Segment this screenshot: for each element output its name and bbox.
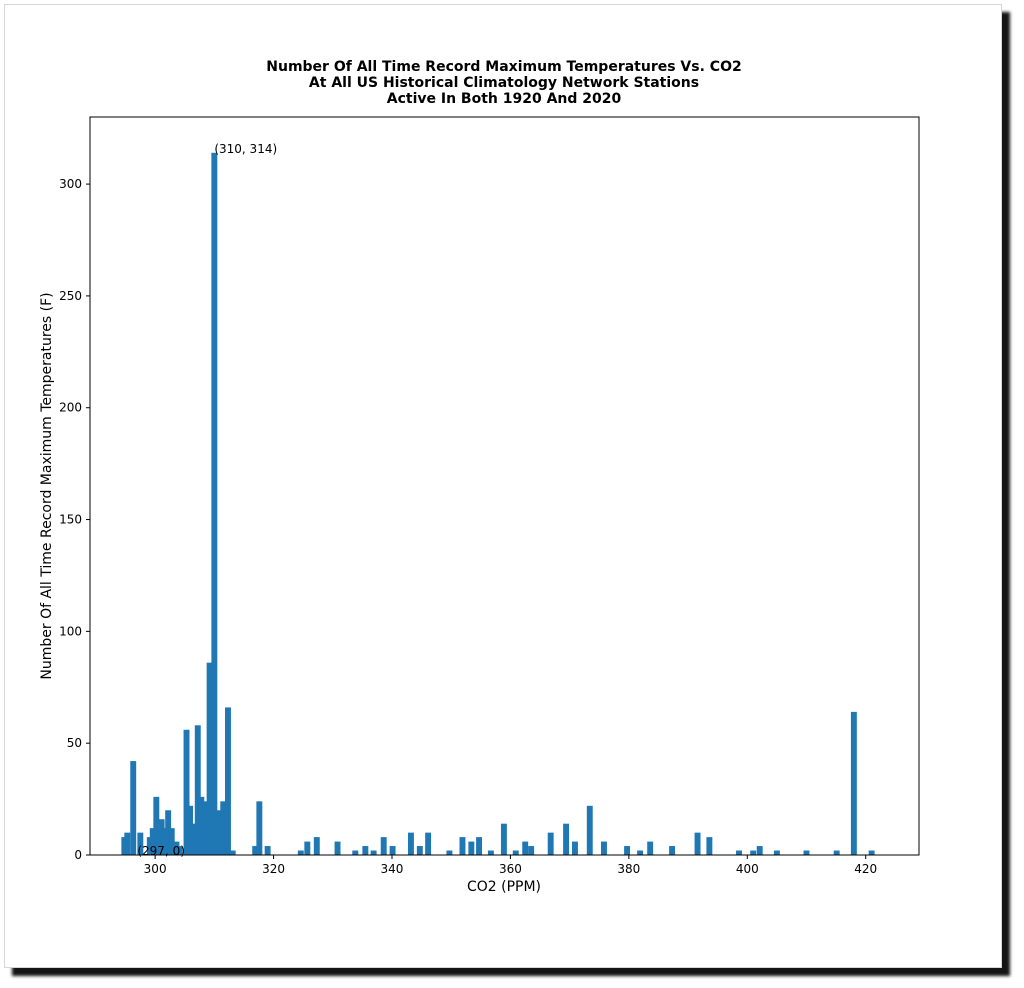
bar	[264, 846, 271, 855]
bar	[500, 823, 507, 855]
bar	[416, 846, 423, 855]
bar-series	[121, 152, 875, 855]
bar	[803, 850, 810, 855]
bar	[850, 711, 857, 855]
bar	[201, 801, 208, 855]
y-tick-label: 300	[59, 177, 82, 191]
bar	[124, 832, 131, 855]
x-tick-label: 320	[262, 862, 285, 876]
bar	[220, 801, 227, 855]
bar	[161, 828, 168, 855]
bar	[563, 823, 570, 855]
bar	[706, 837, 713, 855]
bar	[756, 846, 763, 855]
bar	[149, 828, 156, 855]
bar	[304, 841, 311, 855]
plot-area-frame	[89, 116, 920, 856]
bar	[586, 805, 593, 855]
bar	[313, 837, 320, 855]
bar	[833, 850, 840, 855]
bar	[868, 850, 875, 855]
bar	[407, 832, 414, 855]
x-tick-label: 340	[381, 862, 404, 876]
y-tick-label: 50	[67, 736, 82, 750]
bar	[165, 810, 172, 855]
bar	[252, 846, 259, 855]
bar	[225, 707, 231, 855]
bar	[215, 810, 222, 855]
y-tick-label: 250	[59, 289, 82, 303]
bar	[362, 846, 369, 855]
y-tick-label: 200	[59, 401, 82, 415]
x-tick-label: 420	[854, 862, 877, 876]
bar	[547, 832, 554, 855]
x-tick-label: 380	[617, 862, 640, 876]
bar	[297, 850, 304, 855]
bar	[750, 850, 757, 855]
bar	[370, 850, 377, 855]
bar	[476, 837, 482, 855]
bar	[380, 837, 387, 855]
bar	[512, 850, 519, 855]
bar	[669, 846, 676, 855]
bar	[194, 725, 201, 855]
x-tick-label: 300	[144, 862, 167, 876]
bar	[624, 846, 631, 855]
bar	[425, 832, 432, 855]
data-annotation: (310, 314)	[214, 142, 277, 156]
bar	[572, 841, 578, 855]
chart-title: Number Of All Time Record Maximum Temper…	[266, 59, 741, 107]
bar	[487, 850, 494, 855]
y-tick-label: 100	[59, 624, 82, 638]
bar	[153, 796, 160, 855]
bar	[130, 761, 137, 855]
bar	[206, 662, 213, 855]
y-axis-ticks: 0 50 100 150 200 250 300	[59, 177, 90, 862]
bar	[137, 832, 144, 855]
annotations: (310, 314) (297, 0)	[137, 142, 277, 858]
y-tick-label: 0	[74, 848, 82, 862]
x-tick-label: 400	[736, 862, 759, 876]
bar	[389, 846, 396, 855]
bar	[183, 729, 190, 855]
bar	[446, 850, 453, 855]
bar	[334, 841, 341, 855]
x-axis-ticks: 300 320 340 360 380 400 420	[144, 855, 877, 876]
bar	[459, 837, 466, 855]
bar	[211, 152, 218, 855]
x-tick-label: 360	[499, 862, 522, 876]
bar	[601, 841, 607, 855]
bar	[773, 850, 780, 855]
bar	[528, 846, 535, 855]
bar	[229, 850, 236, 855]
figure-frame	[4, 4, 1002, 968]
bar	[256, 801, 263, 855]
data-annotation: (297, 0)	[137, 844, 185, 858]
bar	[176, 846, 183, 855]
bar	[168, 828, 175, 855]
chart-title-line-3: Active In Both 1920 And 2020	[387, 91, 622, 107]
bar	[190, 823, 196, 855]
bar	[736, 850, 742, 855]
bar	[522, 841, 529, 855]
bar	[647, 841, 654, 855]
y-tick-label: 150	[59, 513, 82, 527]
chart-title-line-1: Number Of All Time Record Maximum Temper…	[266, 59, 741, 75]
chart-title-line-2: At All US Historical Climatology Network…	[309, 75, 699, 91]
bar	[352, 850, 359, 855]
y-axis-label: Number Of All Time Record Maximum Temper…	[39, 292, 55, 679]
bar	[637, 850, 644, 855]
x-axis-label: CO2 (PPM)	[467, 879, 541, 895]
bar	[468, 841, 475, 855]
bar	[694, 832, 701, 855]
